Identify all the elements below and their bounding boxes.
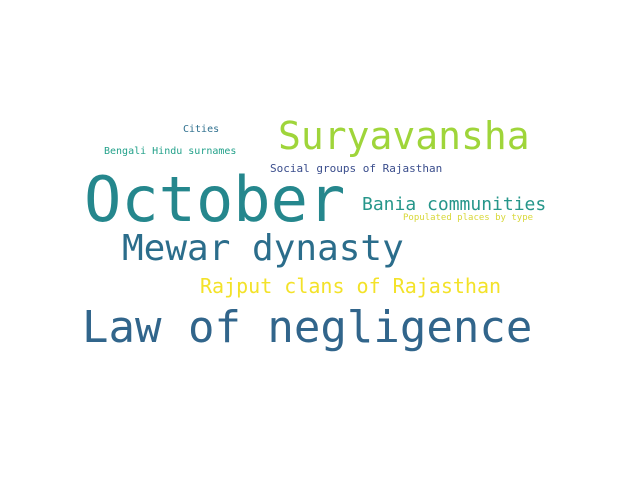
word-suryavansha: Suryavansha (278, 114, 530, 158)
word-social-groups-of-rajasthan: Social groups of Rajasthan (270, 162, 443, 175)
word-rajput-clans-of-rajasthan: Rajput clans of Rajasthan (200, 274, 502, 298)
word-cities: Cities (183, 124, 220, 135)
word-law-of-negligence: Law of negligence (82, 302, 533, 353)
word-october: October (84, 163, 346, 236)
word-bania-communities: Bania communities (362, 194, 547, 215)
word-mewar-dynasty: Mewar dynasty (122, 228, 404, 269)
word-bengali-hindu-surnames: Bengali Hindu surnames (104, 146, 237, 157)
word-populated-places-by-type: Populated places by type (403, 213, 534, 223)
